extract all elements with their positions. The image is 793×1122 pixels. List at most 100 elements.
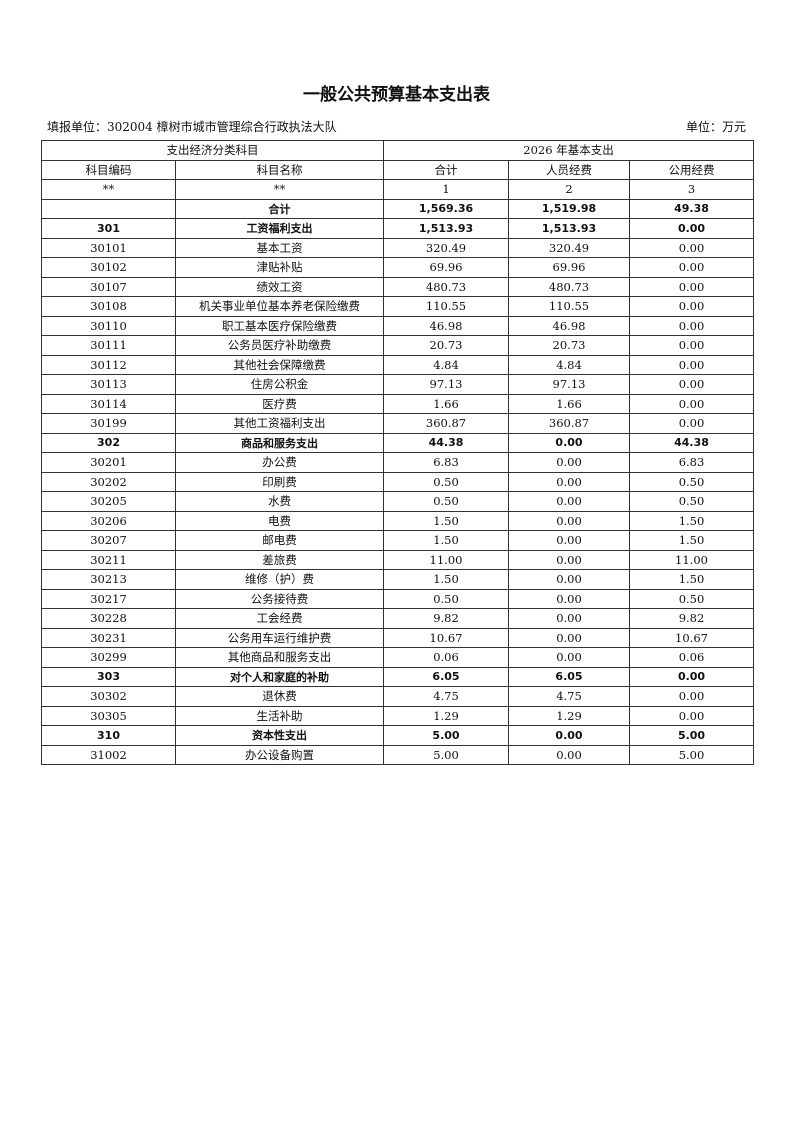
table-row: 30211 差旅费 11.00 0.00 11.00 — [41, 549, 755, 570]
table-row: 30213 维修（护）费 1.50 0.00 1.50 — [41, 569, 755, 590]
public-cell: 0.00 — [628, 354, 755, 375]
name-cell: 办公费 — [175, 452, 384, 473]
personnel-cell: 1,519.98 — [508, 198, 630, 219]
code-cell: 31002 — [41, 744, 176, 765]
column-header: 人员经费 — [508, 159, 630, 180]
personnel-cell: 4.75 — [508, 686, 630, 707]
total-cell: 1.50 — [383, 569, 509, 590]
table-row: 30108 机关事业单位基本养老保险缴费 110.55 110.55 0.00 — [41, 296, 755, 317]
public-cell: 5.00 — [628, 744, 755, 765]
personnel-cell: 0.00 — [508, 432, 630, 453]
column-header: 合计 — [383, 159, 509, 180]
personnel-cell: 0.00 — [508, 471, 630, 492]
total-cell: 360.87 — [383, 413, 509, 434]
reporting-unit: 填报单位：302004 樟树市城市管理综合行政执法大队 — [47, 120, 337, 134]
name-cell: 公务员医疗补助缴费 — [175, 335, 384, 356]
public-cell: 0.00 — [628, 335, 755, 356]
name-cell: 商品和服务支出 — [175, 432, 384, 453]
code-cell: 30202 — [41, 471, 176, 492]
code-cell: 30228 — [41, 608, 176, 629]
table-row: 30107 绩效工资 480.73 480.73 0.00 — [41, 276, 755, 297]
index-cell: 1 — [383, 179, 509, 200]
public-cell: 11.00 — [628, 549, 755, 570]
index-cell: ** — [175, 179, 384, 200]
code-cell: 30108 — [41, 296, 176, 317]
public-cell: 9.82 — [628, 608, 755, 629]
code-cell: 30201 — [41, 452, 176, 473]
total-cell: 44.38 — [383, 432, 509, 453]
personnel-cell: 0.00 — [508, 588, 630, 609]
total-cell: 11.00 — [383, 549, 509, 570]
code-cell: 301 — [41, 218, 176, 239]
public-cell: 0.00 — [628, 218, 755, 239]
total-cell: 320.49 — [383, 237, 509, 258]
code-cell: 303 — [41, 666, 176, 687]
personnel-cell: 0.00 — [508, 608, 630, 629]
code-cell: 310 — [41, 725, 176, 746]
page-title: 一般公共预算基本支出表 — [303, 85, 490, 105]
public-cell: 1.50 — [628, 530, 755, 551]
public-cell: 0.00 — [628, 666, 755, 687]
public-cell: 0.00 — [628, 686, 755, 707]
personnel-cell: 4.84 — [508, 354, 630, 375]
name-cell: 津贴补贴 — [175, 257, 384, 278]
name-cell: 水费 — [175, 491, 384, 512]
name-cell: 维修（护）费 — [175, 569, 384, 590]
public-cell: 0.00 — [628, 413, 755, 434]
code-cell: 302 — [41, 432, 176, 453]
table-row: 30228 工会经费 9.82 0.00 9.82 — [41, 608, 755, 629]
personnel-cell: 0.00 — [508, 647, 630, 668]
header-index-row: ** ** 1 2 3 — [41, 179, 755, 200]
public-cell: 0.00 — [628, 276, 755, 297]
code-cell: 30102 — [41, 257, 176, 278]
table-row: 30101 基本工资 320.49 320.49 0.00 — [41, 237, 755, 258]
table-row: 30302 退休费 4.75 4.75 0.00 — [41, 686, 755, 707]
name-cell: 办公设备购置 — [175, 744, 384, 765]
table-row: 30201 办公费 6.83 0.00 6.83 — [41, 452, 755, 473]
total-cell: 5.00 — [383, 725, 509, 746]
total-cell: 5.00 — [383, 744, 509, 765]
code-cell: 30299 — [41, 647, 176, 668]
name-cell: 机关事业单位基本养老保险缴费 — [175, 296, 384, 317]
total-cell: 4.84 — [383, 354, 509, 375]
table-row: 31002 办公设备购置 5.00 0.00 5.00 — [41, 744, 755, 765]
column-header: 公用经费 — [628, 159, 755, 180]
table-row: 30205 水费 0.50 0.00 0.50 — [41, 491, 755, 512]
code-cell: 30114 — [41, 393, 176, 414]
personnel-cell: 69.96 — [508, 257, 630, 278]
total-cell: 0.06 — [383, 647, 509, 668]
personnel-cell: 110.55 — [508, 296, 630, 317]
code-cell — [41, 198, 176, 219]
currency-unit: 单位：万元 — [685, 120, 746, 134]
table-row: 310 资本性支出 5.00 0.00 5.00 — [41, 725, 755, 746]
code-cell: 30111 — [41, 335, 176, 356]
code-cell: 30206 — [41, 510, 176, 531]
index-cell: ** — [41, 179, 176, 200]
code-cell: 30302 — [41, 686, 176, 707]
code-cell: 30213 — [41, 569, 176, 590]
name-cell: 退休费 — [175, 686, 384, 707]
total-cell: 0.50 — [383, 491, 509, 512]
total-cell: 20.73 — [383, 335, 509, 356]
total-cell: 6.05 — [383, 666, 509, 687]
name-cell: 其他商品和服务支出 — [175, 647, 384, 668]
public-cell: 0.50 — [628, 588, 755, 609]
column-header: 科目名称 — [175, 159, 384, 180]
table-row: 30110 职工基本医疗保险缴费 46.98 46.98 0.00 — [41, 315, 755, 336]
public-cell: 44.38 — [628, 432, 755, 453]
code-cell: 30107 — [41, 276, 176, 297]
table-row: 30299 其他商品和服务支出 0.06 0.00 0.06 — [41, 647, 755, 668]
personnel-cell: 0.00 — [508, 510, 630, 531]
personnel-cell: 0.00 — [508, 452, 630, 473]
code-cell: 30231 — [41, 627, 176, 648]
public-cell: 0.00 — [628, 296, 755, 317]
personnel-cell: 97.13 — [508, 374, 630, 395]
name-cell: 其他社会保障缴费 — [175, 354, 384, 375]
name-cell: 差旅费 — [175, 549, 384, 570]
personnel-cell: 0.00 — [508, 627, 630, 648]
total-cell: 0.50 — [383, 588, 509, 609]
name-cell: 基本工资 — [175, 237, 384, 258]
public-cell: 0.00 — [628, 393, 755, 414]
table-row: 302 商品和服务支出 44.38 0.00 44.38 — [41, 432, 755, 453]
name-cell: 资本性支出 — [175, 725, 384, 746]
